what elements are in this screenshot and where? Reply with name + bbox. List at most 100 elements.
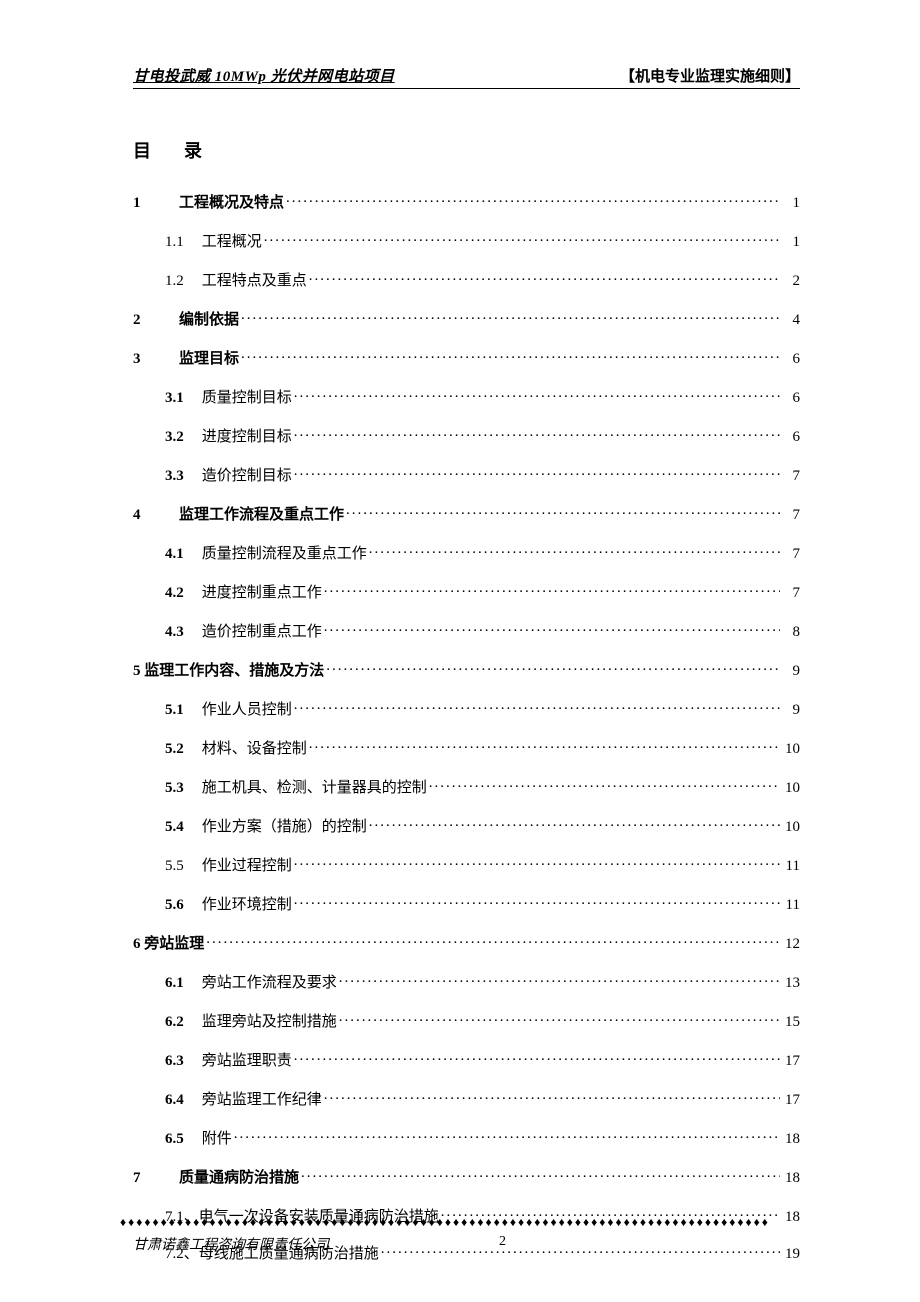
toc-leader-dots: [294, 855, 780, 870]
toc-leader-dots: [369, 543, 780, 558]
toc-entry: 5.4 作业方案（措施）的控制 10: [165, 815, 800, 836]
toc-entry: 5.2材料、设备控制10: [165, 737, 800, 758]
toc-entry: 1 工程概况及特点 1: [133, 191, 800, 212]
toc-entry-text: 工程概况及特点: [179, 191, 284, 212]
toc-entry-text: 造价控制重点工作: [202, 620, 322, 641]
toc-leader-dots: [301, 1167, 780, 1182]
toc-entry-text: 附件: [202, 1127, 232, 1148]
toc-entry-number: 1: [133, 195, 149, 212]
toc-entry: 6.2 监理旁站及控制措施 15: [165, 1010, 800, 1031]
toc-entry-number: 6.3: [165, 1053, 184, 1070]
toc-entry-page: 8: [782, 624, 800, 641]
toc-leader-dots: [294, 1050, 780, 1065]
toc-leader-dots: [339, 1011, 780, 1026]
toc-entry-text: 质量控制目标: [202, 386, 292, 407]
toc-entry: 1.1工程概况1: [165, 230, 800, 251]
toc-entry-text: 5 监理工作内容、措施及方法: [133, 659, 324, 680]
toc-entry: 5.3施工机具、检测、计量器具的控制10: [165, 776, 800, 797]
toc-entry-text: 质量控制流程及重点工作: [202, 542, 367, 563]
toc-entry-text: 作业环境控制: [202, 893, 292, 914]
toc-entry: 5.6作业环境控制11: [165, 893, 800, 914]
toc-entry-page: 9: [782, 702, 800, 719]
toc-entry-page: 18: [782, 1131, 800, 1148]
table-of-contents: 1工程概况及特点11.1工程概况11.2工程特点及重点22编制依据43监理目标6…: [133, 191, 800, 1263]
toc-entry-number: 6.1: [165, 975, 184, 992]
toc-entry: 3监理目标6: [133, 347, 800, 368]
toc-entry-number: 5.3: [165, 780, 184, 797]
toc-entry: 6.3旁站监理职责17: [165, 1049, 800, 1070]
page-header: 甘电投武威 10MWp 光伏并网电站项目 【机电专业监理实施细则】: [133, 65, 800, 89]
footer-page-number: 2: [499, 1234, 506, 1254]
toc-leader-dots: [339, 972, 780, 987]
toc-entry-page: 4: [782, 312, 800, 329]
toc-entry-page: 13: [782, 975, 800, 992]
toc-leader-dots: [264, 231, 780, 246]
toc-entry-page: 7: [782, 585, 800, 602]
toc-entry-page: 10: [782, 780, 800, 797]
toc-entry-page: 12: [782, 936, 800, 953]
toc-leader-dots: [429, 777, 780, 792]
toc-entry: 5.1作业人员控制9: [165, 698, 800, 719]
toc-leader-dots: [294, 894, 780, 909]
toc-entry-page: 9: [782, 663, 800, 680]
toc-leader-dots: [286, 192, 780, 207]
toc-entry: 4.2进度控制重点工作7: [165, 581, 800, 602]
toc-leader-dots: [369, 816, 780, 831]
toc-entry: 7质量通病防治措施18: [133, 1166, 800, 1187]
toc-entry-number: 3.2: [165, 429, 184, 446]
toc-entry-text: 编制依据: [179, 308, 239, 329]
toc-entry-text: 监理工作流程及重点工作: [179, 503, 344, 524]
toc-entry-number: 5.6: [165, 897, 184, 914]
toc-entry-text: 造价控制目标: [202, 464, 292, 485]
toc-entry-page: 2: [782, 273, 800, 290]
toc-leader-dots: [346, 504, 780, 519]
toc-entry-page: 10: [782, 819, 800, 836]
toc-leader-dots: [294, 465, 780, 480]
toc-entry-page: 18: [782, 1170, 800, 1187]
toc-entry-text: 旁站监理工作纪律: [202, 1088, 322, 1109]
toc-entry: 4.3 造价控制重点工作 8: [165, 620, 800, 641]
toc-entry-page: 7: [782, 468, 800, 485]
toc-entry-number: 6.4: [165, 1092, 184, 1109]
header-right-title: 【机电专业监理实施细则】: [620, 65, 800, 86]
toc-leader-dots: [309, 270, 780, 285]
toc-leader-dots: [294, 699, 780, 714]
toc-entry-number: 4: [133, 507, 149, 524]
toc-entry-number: 6.2: [165, 1014, 184, 1031]
toc-entry-page: 7: [782, 507, 800, 524]
toc-entry-number: 5.1: [165, 702, 184, 719]
toc-entry-text: 作业方案（措施）的控制: [202, 815, 367, 836]
toc-entry-number: 3: [133, 351, 149, 368]
toc-entry-text: 进度控制目标: [202, 425, 292, 446]
toc-entry-number: 2: [133, 312, 149, 329]
toc-entry-text: 质量通病防治措施: [179, 1166, 299, 1187]
toc-entry-number: 3.3: [165, 468, 184, 485]
toc-entry-text: 监理旁站及控制措施: [202, 1010, 337, 1031]
toc-entry: 2 编制依据 4: [133, 308, 800, 329]
toc-entry-page: 10: [782, 741, 800, 758]
page-footer: 甘肃诺鑫工程咨询有限责任公司 2: [133, 1234, 800, 1254]
toc-entry-number: 5.5: [165, 858, 184, 875]
footer-company: 甘肃诺鑫工程咨询有限责任公司: [133, 1234, 329, 1254]
toc-leader-dots: [234, 1128, 780, 1143]
toc-entry-page: 6: [782, 390, 800, 407]
toc-entry-text: 材料、设备控制: [202, 737, 307, 758]
toc-leader-dots: [294, 426, 780, 441]
toc-entry-page: 11: [782, 858, 800, 875]
toc-entry-number: 4.1: [165, 546, 184, 563]
toc-entry: 4.1 质量控制流程及重点工作 7: [165, 542, 800, 563]
toc-entry-number: 4.3: [165, 624, 184, 641]
toc-entry-page: 15: [782, 1014, 800, 1031]
toc-entry-number: 5.4: [165, 819, 184, 836]
toc-title: 目 录: [133, 137, 800, 163]
footer-divider-dots: ♦♦♦♦♦♦♦♦♦♦♦♦♦♦♦♦♦♦♦♦♦♦♦♦♦♦♦♦♦♦♦♦♦♦♦♦♦♦♦♦…: [120, 1215, 800, 1230]
toc-leader-dots: [241, 348, 780, 363]
toc-entry: 4 监理工作流程及重点工作 7: [133, 503, 800, 524]
toc-entry: 6 旁站监理12: [133, 932, 800, 953]
toc-entry: 1.2工程特点及重点2: [165, 269, 800, 290]
toc-leader-dots: [241, 309, 780, 324]
toc-entry: 6.1 旁站工作流程及要求 13: [165, 971, 800, 992]
toc-entry-text: 旁站工作流程及要求: [202, 971, 337, 992]
toc-entry-page: 7: [782, 546, 800, 563]
toc-entry-page: 1: [782, 195, 800, 212]
